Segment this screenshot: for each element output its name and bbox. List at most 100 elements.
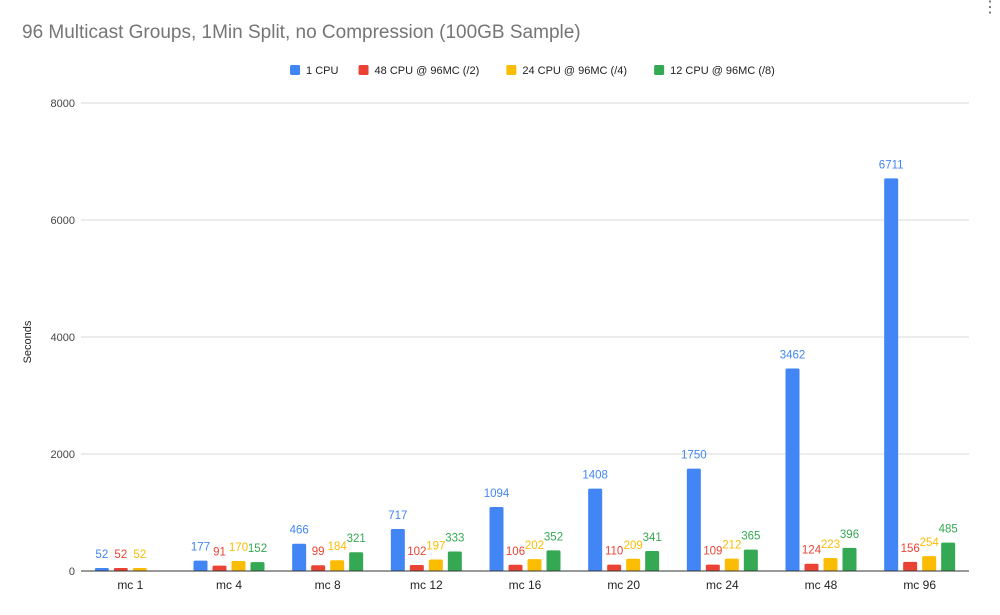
data-label: 212 bbox=[722, 540, 741, 552]
data-label: 99 bbox=[312, 546, 325, 558]
bar bbox=[489, 507, 504, 571]
bar bbox=[409, 565, 424, 571]
chart-title: 96 Multicast Groups, 1Min Split, no Comp… bbox=[22, 22, 581, 43]
data-label: 1094 bbox=[484, 488, 510, 500]
legend-item[interactable]: 48 CPU @ 96MC (/2) bbox=[358, 65, 480, 77]
y-axis-label: Seconds bbox=[22, 320, 34, 363]
x-category-label: mc 48 bbox=[805, 578, 838, 592]
bar bbox=[903, 561, 918, 571]
y-axis-ticks: 0 2000 4000 6000 8000 bbox=[51, 98, 75, 578]
bar bbox=[311, 565, 326, 571]
y-tick-label: 4000 bbox=[51, 332, 75, 344]
data-label: 717 bbox=[388, 510, 407, 522]
data-label: 106 bbox=[506, 546, 525, 558]
legend-item[interactable]: 12 CPU @ 96MC (/8) bbox=[654, 65, 775, 77]
bar bbox=[724, 558, 739, 571]
data-label: 177 bbox=[191, 542, 210, 554]
data-label: 3462 bbox=[780, 349, 806, 361]
bar bbox=[626, 558, 641, 571]
x-category-label: mc 16 bbox=[509, 578, 542, 592]
data-label: 485 bbox=[939, 524, 958, 536]
bar bbox=[250, 562, 265, 571]
data-label: 110 bbox=[605, 546, 623, 558]
bar bbox=[113, 567, 128, 571]
bar bbox=[884, 178, 899, 571]
data-label: 1408 bbox=[582, 470, 608, 482]
data-label: 91 bbox=[213, 547, 226, 559]
bar bbox=[645, 551, 660, 571]
grid-lines bbox=[81, 102, 969, 455]
bar bbox=[508, 564, 523, 571]
bar bbox=[428, 559, 443, 571]
bar bbox=[527, 559, 542, 571]
legend-label: 12 CPU @ 96MC (/8) bbox=[670, 65, 775, 77]
x-category-label: mc 4 bbox=[216, 578, 242, 592]
x-category-label: mc 8 bbox=[315, 578, 341, 592]
data-label: 341 bbox=[643, 532, 662, 544]
legend-label: 24 CPU @ 96MC (/4) bbox=[522, 65, 627, 77]
bar bbox=[785, 368, 800, 571]
data-label: 52 bbox=[95, 549, 108, 561]
data-label: 52 bbox=[114, 549, 127, 561]
bar bbox=[330, 560, 345, 571]
bar bbox=[588, 488, 603, 571]
data-label: 152 bbox=[248, 543, 267, 555]
data-label: 124 bbox=[802, 545, 822, 557]
data-label: 184 bbox=[328, 541, 348, 553]
legend-item[interactable]: 1 CPU bbox=[290, 65, 339, 77]
bar bbox=[842, 547, 857, 571]
data-label: 52 bbox=[133, 549, 146, 561]
bar bbox=[941, 542, 956, 571]
legend-item[interactable]: 24 CPU @ 96MC (/4) bbox=[506, 65, 627, 77]
bar bbox=[212, 565, 227, 571]
legend-swatch bbox=[290, 65, 301, 75]
bar bbox=[823, 557, 838, 571]
bar bbox=[804, 563, 819, 571]
data-label: 102 bbox=[407, 546, 426, 558]
data-label: 202 bbox=[525, 540, 544, 552]
legend: 1 CPU 48 CPU @ 96MC (/2) 24 CPU @ 96MC (/4… bbox=[290, 65, 775, 77]
data-label: 170 bbox=[229, 542, 248, 554]
legend-swatch bbox=[358, 65, 369, 75]
data-label: 396 bbox=[840, 529, 859, 541]
data-label: 197 bbox=[426, 540, 445, 552]
data-label: 209 bbox=[624, 540, 643, 552]
data-label: 466 bbox=[290, 525, 309, 537]
data-label: 1750 bbox=[681, 450, 707, 462]
bar bbox=[607, 564, 622, 571]
data-label: 333 bbox=[445, 533, 464, 545]
bar bbox=[390, 529, 405, 571]
bar bbox=[705, 564, 720, 571]
data-label: 156 bbox=[901, 543, 920, 555]
bar bbox=[292, 543, 307, 571]
bar bbox=[447, 551, 462, 571]
data-label: 365 bbox=[741, 531, 760, 543]
bar bbox=[132, 567, 147, 571]
data-label: 321 bbox=[347, 533, 366, 545]
bar bbox=[922, 556, 937, 571]
x-category-label: mc 20 bbox=[607, 578, 640, 592]
y-tick-label: 8000 bbox=[51, 98, 75, 110]
data-label: 109 bbox=[703, 546, 722, 558]
legend-swatch bbox=[654, 65, 665, 75]
bar bbox=[231, 561, 246, 571]
bar bbox=[546, 550, 561, 571]
data-label: 254 bbox=[920, 537, 940, 549]
bars bbox=[94, 178, 956, 571]
data-label: 223 bbox=[821, 539, 840, 551]
y-tick-label: 6000 bbox=[51, 215, 75, 227]
x-category-label: mc 12 bbox=[410, 578, 443, 592]
x-category-label: mc 24 bbox=[706, 578, 739, 592]
y-tick-label: 0 bbox=[69, 566, 75, 578]
bar bbox=[193, 560, 208, 571]
data-label: 6711 bbox=[879, 159, 904, 171]
legend-label: 48 CPU @ 96MC (/2) bbox=[375, 65, 480, 77]
x-category-label: mc 96 bbox=[903, 578, 936, 592]
data-label: 352 bbox=[544, 531, 563, 543]
x-category-label: mc 1 bbox=[117, 578, 143, 592]
legend-swatch bbox=[506, 65, 517, 75]
bar bbox=[349, 552, 364, 571]
y-tick-label: 2000 bbox=[51, 449, 75, 461]
